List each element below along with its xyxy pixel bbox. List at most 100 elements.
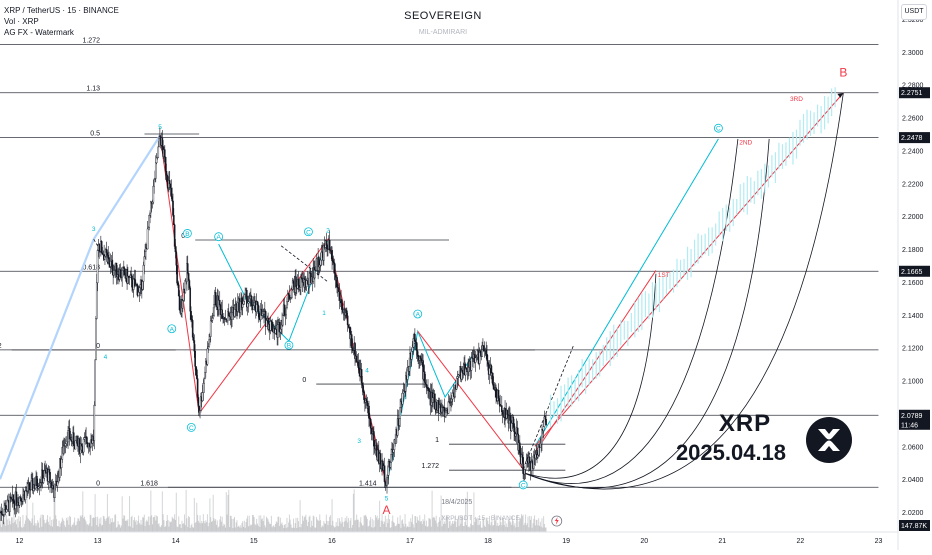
candle-body[interactable]	[419, 356, 422, 359]
candle-body[interactable]	[101, 252, 104, 255]
candle-body[interactable]	[30, 480, 32, 490]
candle-body[interactable]	[482, 345, 485, 352]
candle-body[interactable]	[308, 272, 310, 285]
candle-body[interactable]	[214, 292, 217, 306]
candle-body[interactable]	[417, 354, 419, 357]
price-label[interactable]	[899, 409, 930, 430]
candle-body[interactable]	[105, 249, 108, 253]
candle-body[interactable]	[96, 250, 99, 284]
candle-body[interactable]	[478, 350, 481, 364]
candle-body[interactable]	[193, 340, 196, 352]
projection-arc[interactable]	[523, 273, 657, 479]
candle-body[interactable]	[190, 311, 192, 320]
candle-body[interactable]	[108, 257, 110, 265]
candle-body[interactable]	[432, 397, 434, 403]
candle-body[interactable]	[387, 475, 389, 478]
candle-body[interactable]	[530, 460, 533, 471]
candle-body[interactable]	[93, 404, 96, 441]
candle-body[interactable]	[415, 342, 418, 351]
price-label[interactable]	[899, 87, 930, 99]
candle-body[interactable]	[373, 431, 375, 447]
candle-body[interactable]	[289, 298, 292, 300]
candle-body[interactable]	[250, 296, 253, 307]
candle-body[interactable]	[481, 349, 483, 357]
candle-body[interactable]	[153, 179, 155, 187]
candle-body[interactable]	[360, 369, 363, 384]
candle-body[interactable]	[464, 367, 467, 376]
candle-body[interactable]	[143, 256, 146, 266]
wave-line-red[interactable]	[417, 330, 524, 470]
candle-body[interactable]	[447, 401, 450, 414]
candle-body[interactable]	[86, 437, 88, 444]
candle-body[interactable]	[187, 273, 190, 281]
candle-body[interactable]	[170, 187, 173, 197]
candle-body[interactable]	[189, 287, 192, 312]
candle-body[interactable]	[243, 294, 246, 302]
candle-body[interactable]	[295, 276, 297, 288]
candle-body[interactable]	[320, 251, 323, 261]
candle-body[interactable]	[144, 251, 146, 257]
candle-body[interactable]	[264, 311, 267, 327]
candle-body[interactable]	[152, 185, 155, 203]
candle-body[interactable]	[20, 498, 23, 502]
candle-body[interactable]	[28, 482, 31, 490]
candle-body[interactable]	[119, 269, 122, 278]
candle-body[interactable]	[390, 454, 392, 463]
candle-body[interactable]	[131, 275, 133, 288]
candle-body[interactable]	[226, 320, 228, 323]
candle-body[interactable]	[345, 309, 347, 314]
candle-body[interactable]	[148, 215, 151, 228]
candle-body[interactable]	[516, 427, 519, 435]
candle-body[interactable]	[292, 280, 295, 284]
candle-body[interactable]	[416, 350, 419, 356]
candle-body[interactable]	[525, 460, 528, 464]
candle-body[interactable]	[290, 297, 292, 300]
candle-body[interactable]	[177, 284, 180, 297]
symbol-title[interactable]: XRP / TetherUS · 15 · BINANCE	[4, 6, 119, 15]
candle-body[interactable]	[169, 183, 172, 189]
candle-body[interactable]	[282, 315, 284, 326]
candle-body[interactable]	[166, 175, 169, 182]
candle-body[interactable]	[67, 430, 69, 443]
candle-body[interactable]	[425, 383, 428, 388]
candle-body[interactable]	[534, 454, 537, 459]
candle-body[interactable]	[191, 320, 194, 338]
candle-body[interactable]	[74, 440, 77, 450]
candle-body[interactable]	[107, 254, 110, 258]
candle-body[interactable]	[258, 313, 260, 318]
candle-body[interactable]	[94, 359, 96, 406]
candle-body[interactable]	[328, 239, 331, 251]
candle-body[interactable]	[100, 241, 103, 253]
dashed-wave-line[interactable]	[522, 344, 575, 470]
candle-body[interactable]	[509, 415, 511, 421]
candle-body[interactable]	[492, 384, 495, 390]
candle-body[interactable]	[27, 483, 29, 492]
candle-body[interactable]	[271, 321, 274, 331]
candle-body[interactable]	[491, 372, 494, 385]
candle-body[interactable]	[197, 397, 200, 407]
projection-line-red[interactable]	[534, 92, 844, 447]
candle-body[interactable]	[194, 350, 196, 367]
candle-body[interactable]	[291, 289, 293, 298]
candle-body[interactable]	[379, 453, 382, 465]
candle-body[interactable]	[346, 315, 349, 326]
candle-body[interactable]	[436, 410, 438, 413]
candle-body[interactable]	[501, 411, 504, 415]
candle-body[interactable]	[405, 375, 407, 392]
candle-body[interactable]	[347, 324, 350, 328]
candle-body[interactable]	[155, 157, 158, 164]
candle-body[interactable]	[355, 356, 358, 362]
candle-body[interactable]	[368, 405, 370, 419]
candle-body[interactable]	[401, 392, 404, 405]
candle-body[interactable]	[76, 435, 78, 444]
candle-body[interactable]	[43, 470, 46, 479]
candle-body[interactable]	[196, 378, 199, 398]
candle-body[interactable]	[213, 304, 215, 316]
candle-body[interactable]	[414, 334, 416, 342]
candle-body[interactable]	[12, 494, 14, 502]
candle-body[interactable]	[485, 349, 488, 355]
candle-body[interactable]	[337, 287, 340, 292]
candle-body[interactable]	[7, 499, 9, 502]
candle-body[interactable]	[149, 212, 151, 216]
